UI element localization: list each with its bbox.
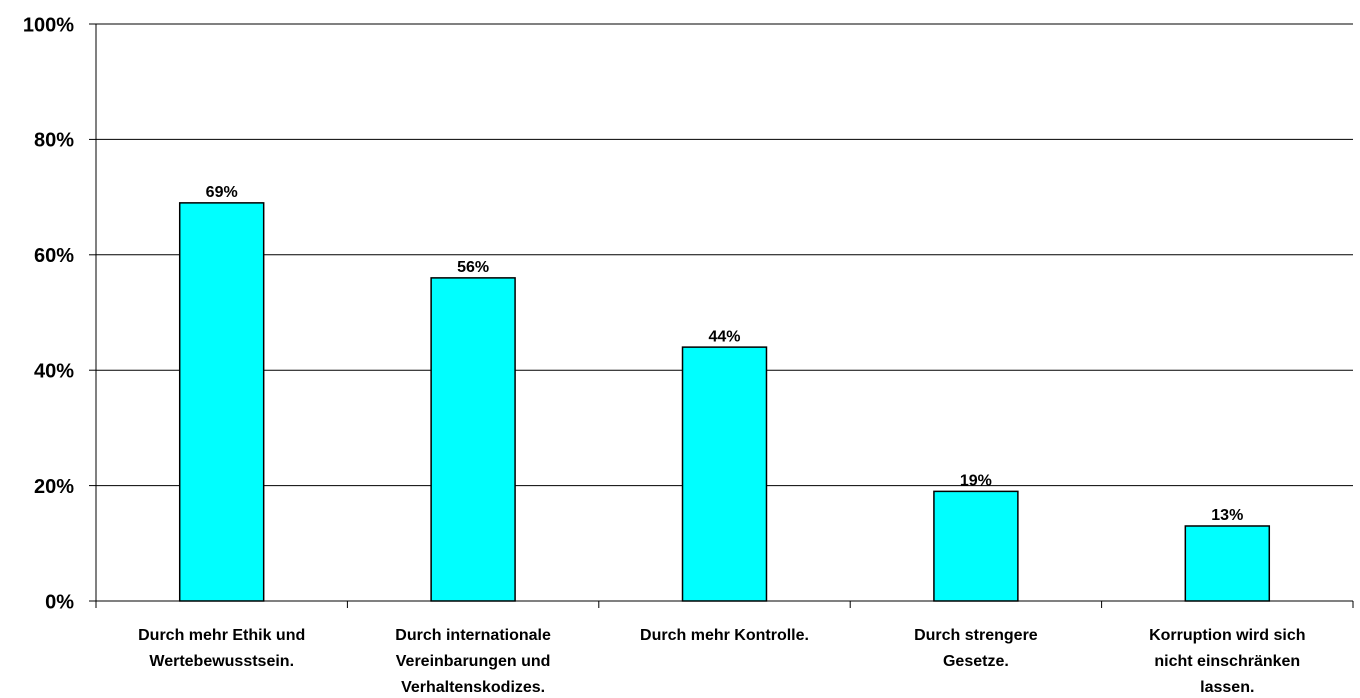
y-tick-label: 100% (23, 14, 74, 36)
x-tick-label: Durch strengere Gesetze. (914, 627, 1038, 670)
x-tick-label: Durch mehr Kontrolle. (640, 627, 809, 644)
bar (681, 346, 768, 602)
value-label: 44% (708, 328, 740, 345)
value-label: 69% (206, 184, 238, 201)
bar (1184, 525, 1271, 602)
bar (430, 277, 516, 602)
value-label: 56% (457, 259, 489, 276)
value-label: 19% (960, 473, 992, 490)
x-tick-label: Durch internationale Vereinbarungen und Ve… (395, 627, 551, 696)
y-tick-label: 80% (34, 130, 74, 152)
x-tick-label: Durch mehr Ethik und Wertebewusstsein. (138, 627, 305, 670)
y-tick-label: 40% (34, 360, 74, 382)
value-label: 13% (1211, 507, 1243, 524)
y-tick-label: 0% (45, 591, 74, 613)
bar (178, 202, 265, 602)
y-tick-label: 20% (34, 476, 74, 498)
x-tick-label: Korruption wird sich nicht einschränken la… (1149, 627, 1305, 696)
bar (933, 490, 1019, 602)
y-tick-label: 60% (34, 245, 74, 267)
